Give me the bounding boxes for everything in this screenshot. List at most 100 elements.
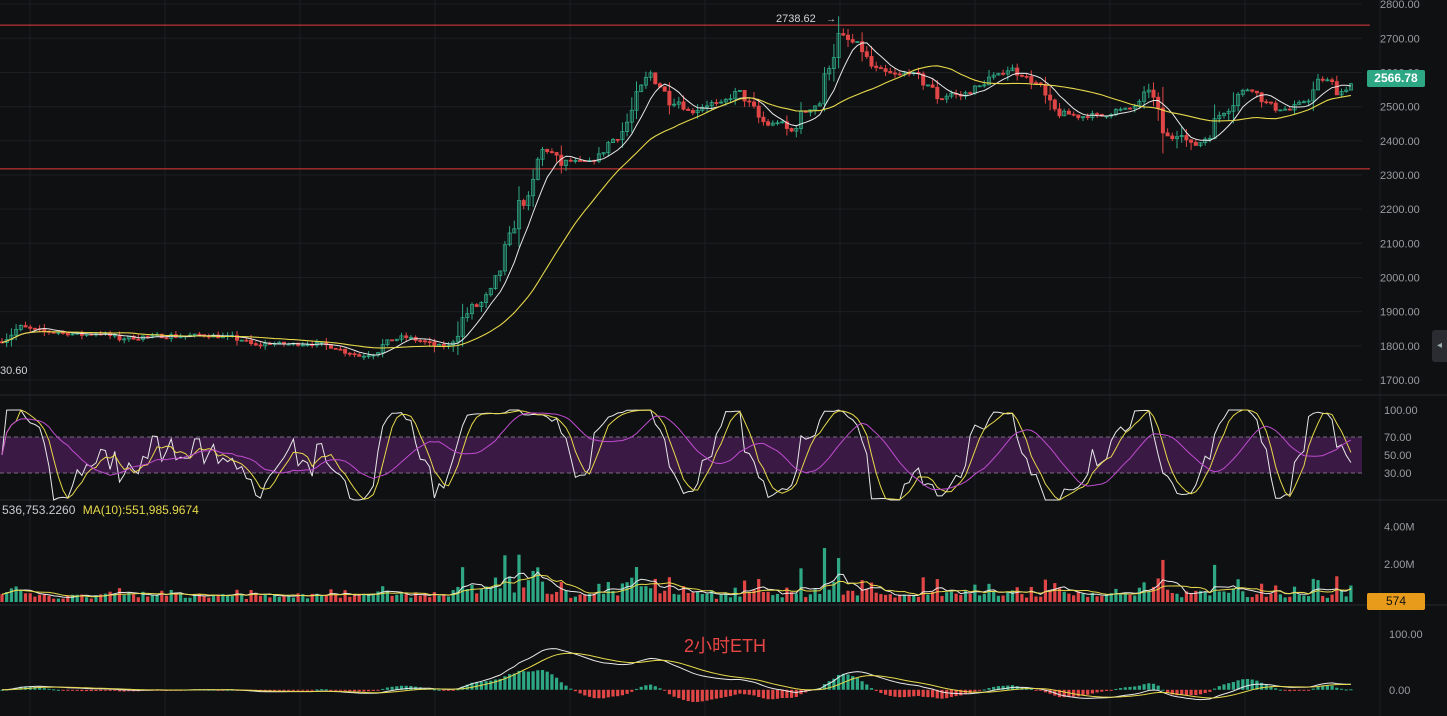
candle-body xyxy=(841,33,846,36)
candle-body xyxy=(714,102,719,104)
volume-bar xyxy=(611,590,615,602)
volume-bar xyxy=(390,595,394,602)
macd-bar xyxy=(395,686,399,690)
candle-body xyxy=(803,111,808,113)
candle-body xyxy=(1207,137,1212,140)
volume-bar xyxy=(70,594,75,602)
macd-bar xyxy=(912,689,916,697)
candle-body xyxy=(1076,114,1081,119)
macd-bar xyxy=(865,684,869,690)
candle-body xyxy=(1160,107,1165,134)
volume-bar xyxy=(935,579,939,602)
volume-bar xyxy=(475,593,479,602)
volume-bar xyxy=(193,594,197,602)
candle-body xyxy=(249,339,254,345)
candle-body xyxy=(507,232,512,246)
volume-bar xyxy=(710,590,714,602)
candle-body xyxy=(874,65,879,69)
macd-bar xyxy=(832,678,836,690)
candle-body xyxy=(192,333,197,336)
macd-bar xyxy=(1335,687,1339,690)
volume-bar xyxy=(1194,590,1198,602)
macd-bar xyxy=(1114,688,1118,690)
macd-bar xyxy=(790,689,794,698)
volume-bar xyxy=(99,594,103,602)
macd-bar xyxy=(1203,689,1207,694)
candle-body xyxy=(1015,67,1020,76)
volume-bar xyxy=(827,589,831,602)
volume-bar xyxy=(287,595,291,602)
volume-bar xyxy=(1015,587,1019,602)
macd-bar xyxy=(381,688,385,690)
macd-bar xyxy=(19,686,23,690)
candle-body xyxy=(122,338,127,341)
volume-bar xyxy=(385,590,389,602)
volume-bar xyxy=(414,592,418,602)
candle-body xyxy=(686,108,691,111)
candle-body xyxy=(676,101,681,105)
volume-bar xyxy=(898,595,902,602)
macd-bar xyxy=(1297,689,1301,691)
candle-body xyxy=(1151,89,1156,98)
candle-body xyxy=(944,95,949,100)
macd-bar xyxy=(1184,689,1188,696)
macd-bar xyxy=(677,689,681,699)
candlesticks[interactable] xyxy=(0,16,1353,361)
candle-body xyxy=(1203,138,1208,144)
instrument-note: 2小时ETH xyxy=(684,636,766,656)
candle-body xyxy=(564,159,569,166)
macd-bar xyxy=(456,689,460,691)
candle-body xyxy=(1024,75,1029,78)
volume-bar xyxy=(244,598,248,602)
volume-bar xyxy=(1137,587,1141,602)
candle-body xyxy=(653,72,658,85)
volume-bar xyxy=(108,591,112,602)
candle-body xyxy=(28,326,33,329)
macd-bar xyxy=(52,689,56,691)
candle-body xyxy=(878,67,883,70)
macd-bar xyxy=(785,689,789,698)
volume-bar xyxy=(1114,588,1118,602)
volume-bar xyxy=(884,594,888,602)
price-axis: 2800.002700.002600.002500.002400.002300.… xyxy=(826,0,1423,697)
candle-body xyxy=(1156,96,1161,109)
macd-bar xyxy=(653,686,657,690)
macd-bar xyxy=(775,689,780,699)
volume-bar xyxy=(296,593,300,602)
macd-bar xyxy=(959,689,963,696)
macd-bar xyxy=(522,671,526,690)
candle-body xyxy=(639,84,644,93)
macd-bar xyxy=(305,689,310,691)
candle-body xyxy=(620,131,625,140)
macd-bar xyxy=(47,688,51,690)
macd-bar xyxy=(390,686,394,690)
volume-bar xyxy=(719,594,723,602)
macd-bar xyxy=(122,689,126,692)
volume-bar xyxy=(1198,590,1203,602)
volume-bar xyxy=(80,594,84,602)
volume-bar xyxy=(94,595,98,602)
volume-bar xyxy=(968,593,972,602)
volume-bar xyxy=(258,595,263,602)
volume-bar xyxy=(1213,564,1217,602)
macd-bar xyxy=(1170,689,1174,695)
collapse-handle-icon[interactable]: ◂ xyxy=(1432,330,1447,362)
candle-body xyxy=(733,90,738,100)
candle-body xyxy=(1010,67,1015,72)
macd-bar xyxy=(987,688,991,690)
candle-body xyxy=(258,344,263,347)
macd-bar xyxy=(343,689,347,691)
macd-bar xyxy=(1241,679,1245,690)
rsi-tick: 70.00 xyxy=(1384,432,1412,444)
rsi-line-slow xyxy=(1,412,1352,491)
volume-bar xyxy=(1067,593,1071,602)
volume-bar xyxy=(672,593,676,602)
volume-bar xyxy=(1095,596,1099,602)
volume-bar xyxy=(916,596,921,602)
macd-bar xyxy=(907,689,911,697)
macd-bar xyxy=(1349,689,1353,691)
volume-bar xyxy=(540,581,545,602)
volume-value: 536,753.2260 xyxy=(2,503,76,517)
